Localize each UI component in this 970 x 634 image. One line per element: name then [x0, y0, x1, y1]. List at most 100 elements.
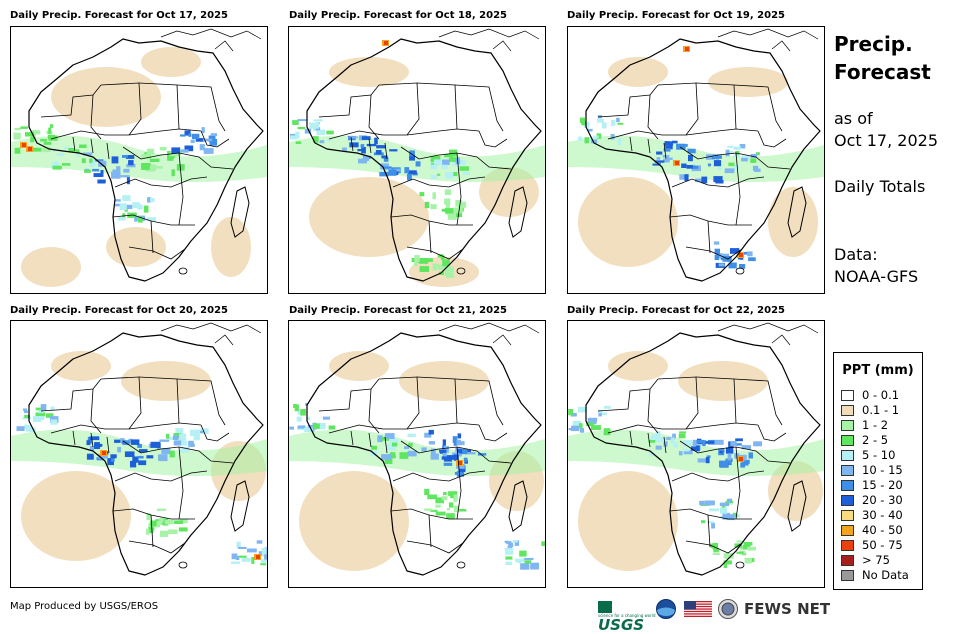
panel-title: Daily Precip. Forecast for Oct 19, 2025 [567, 10, 785, 21]
rain-cell [137, 204, 143, 210]
dry-area [708, 67, 788, 97]
rain-cell [32, 416, 42, 422]
legend-label: 15 - 20 [862, 478, 903, 492]
dry-area [578, 177, 678, 267]
legend-swatch [841, 540, 854, 551]
rain-cell [180, 134, 186, 137]
rain-cell [650, 437, 659, 442]
rain-cell [238, 546, 247, 549]
rain-cell [184, 145, 194, 152]
rain-cell [743, 461, 749, 466]
rain-cell [723, 563, 728, 568]
rain-cell [294, 404, 299, 412]
rain-cell [430, 156, 441, 163]
rain-cell [748, 257, 756, 262]
rain-cell [169, 450, 175, 458]
rain-cell [739, 144, 746, 149]
rain-cell [428, 441, 435, 445]
rain-cell [22, 417, 31, 420]
rain-cell [656, 437, 666, 443]
rain-cell [603, 428, 611, 436]
rain-cell [295, 141, 302, 144]
country-border [318, 84, 380, 118]
country-border [607, 128, 759, 140]
legend-label: 40 - 50 [862, 523, 903, 537]
country-border [328, 128, 480, 140]
rain-cell [682, 449, 690, 452]
rain-cell [441, 164, 448, 169]
rain-cell [261, 547, 267, 554]
rain-cell [421, 447, 427, 452]
heavy-rain-core [739, 253, 743, 257]
rain-cell [665, 143, 673, 150]
rain-cell [130, 439, 140, 445]
country-border [392, 176, 486, 188]
rain-cell [361, 147, 366, 154]
rain-cell [457, 441, 465, 446]
madagascar-outline [230, 480, 250, 532]
rain-cell [722, 512, 731, 520]
rain-cell [326, 139, 332, 142]
rain-cell [713, 241, 720, 245]
rain-cell [180, 518, 188, 524]
rain-cell [428, 429, 434, 435]
rain-cell [62, 163, 71, 166]
rain-cell [648, 440, 656, 443]
rain-cell [419, 192, 425, 197]
rain-cell [407, 173, 412, 181]
country-border [114, 470, 208, 482]
rain-cell [712, 552, 720, 555]
rain-cell [709, 508, 719, 512]
rain-cell [504, 540, 509, 543]
rain-cell [735, 438, 743, 442]
usgs-mark-icon [598, 601, 612, 613]
rain-cell [112, 169, 120, 174]
map-canvas [11, 27, 267, 293]
heavy-rain-core [739, 457, 743, 461]
rain-cell [32, 147, 42, 152]
rain-cell [122, 155, 128, 158]
europe-coast [438, 28, 540, 52]
legend-swatch [841, 435, 854, 446]
rain-cell [725, 458, 732, 466]
rain-cell [705, 457, 710, 464]
rain-cell [505, 550, 514, 555]
rain-cell [445, 172, 454, 179]
dry-area [608, 57, 668, 87]
dry-area [768, 461, 823, 521]
heavy-rain-core [22, 143, 26, 147]
rain-cell [443, 458, 453, 462]
rain-cell [707, 163, 711, 167]
rain-cell [732, 512, 738, 518]
africa-outline [28, 38, 264, 282]
rain-cell [666, 157, 673, 160]
rain-cell [349, 142, 359, 148]
rain-cell [50, 419, 58, 425]
rain-cell [86, 440, 91, 446]
legend-item: 1 - 2 [841, 418, 888, 432]
rain-cell [161, 448, 171, 455]
heavy-rain-core [675, 161, 679, 165]
rain-cell [180, 149, 189, 153]
rain-cell [514, 540, 520, 546]
rain-cell [137, 444, 142, 448]
rain-cell [132, 202, 140, 209]
rain-cell [723, 560, 732, 565]
europe-coast [438, 322, 540, 346]
rain-cell [46, 413, 54, 418]
country-border [454, 378, 504, 426]
dry-area [21, 247, 81, 287]
rain-cell [89, 446, 95, 451]
rain-cell [508, 542, 514, 548]
rain-cell [721, 504, 726, 511]
legend-item: 10 - 15 [841, 463, 903, 477]
country-border [671, 176, 765, 188]
rain-cell [76, 151, 81, 157]
rain-cell [506, 541, 512, 545]
country-border [757, 130, 787, 148]
rain-cell [111, 156, 119, 164]
rain-cell [128, 438, 133, 444]
rain-cell [577, 406, 587, 413]
map-canvas [568, 321, 824, 587]
country-border [707, 220, 711, 254]
